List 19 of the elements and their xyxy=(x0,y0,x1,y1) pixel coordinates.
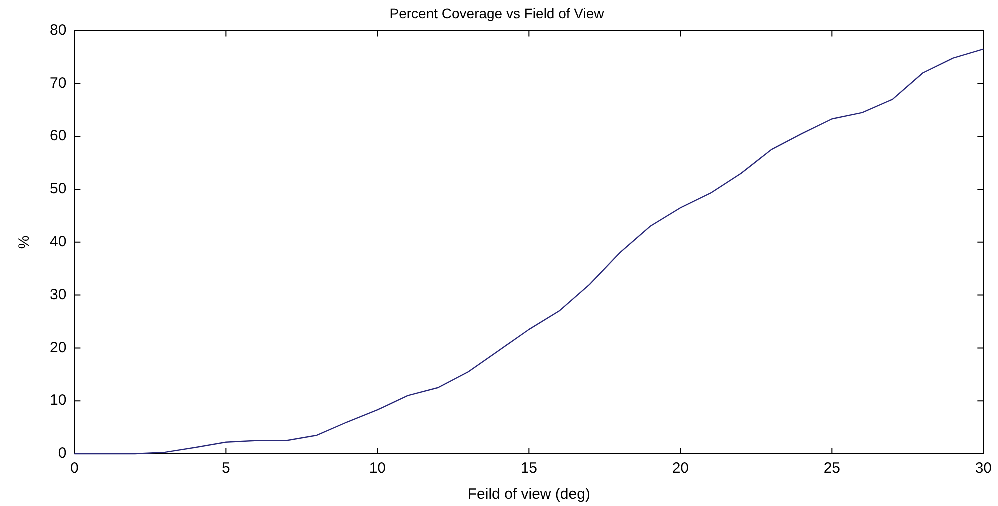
y-tick-label: 50 xyxy=(50,180,67,198)
y-tick-label: 80 xyxy=(50,22,67,39)
y-tick-label: 0 xyxy=(58,445,67,462)
x-tick-label: 25 xyxy=(824,460,841,478)
y-tick-label: 30 xyxy=(50,286,67,304)
y-tick-label: 10 xyxy=(50,392,67,410)
y-tick-label: 20 xyxy=(50,339,67,356)
x-tick-label: 20 xyxy=(672,460,690,478)
x-tick-label: 0 xyxy=(70,460,79,478)
y-axis-title: % xyxy=(16,236,34,250)
x-tick-label: 10 xyxy=(369,460,386,478)
chart-title: Percent Coverage vs Field of View xyxy=(390,5,606,22)
y-tick-label: 40 xyxy=(50,234,67,251)
y-tick-label: 60 xyxy=(50,128,67,145)
x-tick-label: 5 xyxy=(222,460,230,478)
x-axis-title: Feild of view (deg) xyxy=(468,486,590,504)
x-tick-label: 15 xyxy=(520,460,538,478)
x-tick-label: 30 xyxy=(975,460,992,478)
y-tick-label: 70 xyxy=(50,74,67,92)
